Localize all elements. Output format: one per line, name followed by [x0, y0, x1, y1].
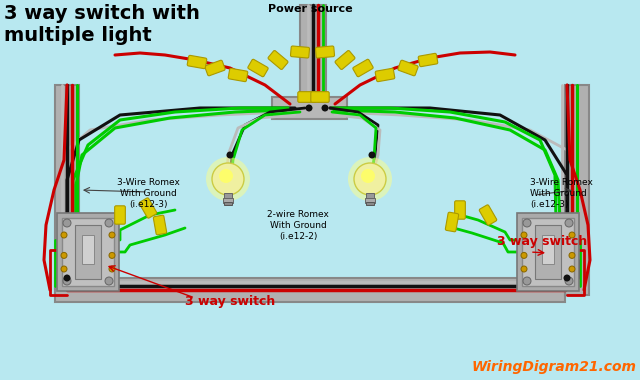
FancyBboxPatch shape [335, 51, 355, 70]
Circle shape [227, 152, 234, 158]
FancyBboxPatch shape [316, 46, 335, 58]
Circle shape [523, 219, 531, 227]
Circle shape [63, 274, 70, 282]
Text: 3-Wire Romex
With Ground
(i.e12-3): 3-Wire Romex With Ground (i.e12-3) [116, 178, 179, 209]
Circle shape [521, 232, 527, 238]
FancyBboxPatch shape [454, 201, 465, 219]
FancyBboxPatch shape [418, 53, 438, 66]
Bar [224, 193, 232, 199]
FancyBboxPatch shape [154, 215, 166, 235]
Circle shape [521, 266, 527, 272]
Bar [62, 218, 114, 286]
Text: 2-wire Romex
With Ground
(i.e12-2): 2-wire Romex With Ground (i.e12-2) [267, 210, 329, 241]
Circle shape [105, 277, 113, 285]
Text: 3 way switch with
multiple light: 3 way switch with multiple light [4, 4, 200, 45]
Bar [272, 97, 347, 119]
Text: 3 way switch: 3 way switch [185, 295, 275, 308]
FancyBboxPatch shape [140, 198, 157, 218]
Circle shape [523, 277, 531, 285]
Bar [522, 218, 574, 286]
Circle shape [565, 219, 573, 227]
FancyBboxPatch shape [298, 92, 316, 102]
Bar [57, 213, 119, 291]
Bar [223, 198, 233, 203]
Bar [366, 202, 374, 205]
Circle shape [105, 219, 113, 227]
FancyBboxPatch shape [228, 68, 248, 82]
Circle shape [354, 163, 386, 195]
Circle shape [521, 252, 527, 258]
Circle shape [565, 277, 573, 285]
Text: 3 way switch: 3 way switch [497, 235, 588, 248]
Text: 3-Wire Romex
With Ground
(i.e12-3): 3-Wire Romex With Ground (i.e12-3) [530, 178, 593, 209]
Bar [55, 278, 565, 302]
FancyBboxPatch shape [311, 92, 329, 102]
FancyBboxPatch shape [291, 46, 310, 58]
Circle shape [369, 152, 376, 158]
Circle shape [206, 157, 250, 201]
Circle shape [63, 277, 71, 285]
Bar [535, 225, 561, 279]
Circle shape [219, 169, 233, 183]
Circle shape [563, 274, 570, 282]
FancyBboxPatch shape [398, 60, 418, 76]
Bar [82, 235, 94, 264]
FancyBboxPatch shape [445, 212, 459, 232]
FancyBboxPatch shape [248, 59, 268, 77]
FancyBboxPatch shape [268, 51, 288, 70]
Circle shape [361, 169, 375, 183]
Circle shape [61, 252, 67, 258]
FancyBboxPatch shape [188, 55, 207, 69]
Circle shape [61, 232, 67, 238]
Circle shape [321, 105, 328, 111]
FancyBboxPatch shape [353, 59, 373, 77]
Bar [541, 235, 554, 264]
FancyBboxPatch shape [479, 205, 497, 225]
Circle shape [109, 232, 115, 238]
Bar [565, 85, 589, 295]
Bar [517, 213, 579, 291]
Bar [75, 225, 101, 279]
Bar [300, 5, 326, 100]
Bar [366, 193, 374, 199]
Circle shape [109, 266, 115, 272]
Circle shape [348, 157, 392, 201]
Bar [365, 198, 375, 203]
Circle shape [61, 266, 67, 272]
Text: Power source: Power source [268, 4, 352, 14]
Bar [224, 202, 232, 205]
Circle shape [569, 266, 575, 272]
Circle shape [569, 232, 575, 238]
Text: WiringDigram21.com: WiringDigram21.com [472, 360, 637, 374]
Circle shape [305, 105, 312, 111]
FancyBboxPatch shape [115, 206, 125, 224]
Bar [55, 85, 79, 295]
Circle shape [109, 252, 115, 258]
FancyBboxPatch shape [205, 60, 225, 76]
Circle shape [569, 252, 575, 258]
FancyBboxPatch shape [375, 68, 395, 82]
Circle shape [63, 219, 71, 227]
Circle shape [212, 163, 244, 195]
